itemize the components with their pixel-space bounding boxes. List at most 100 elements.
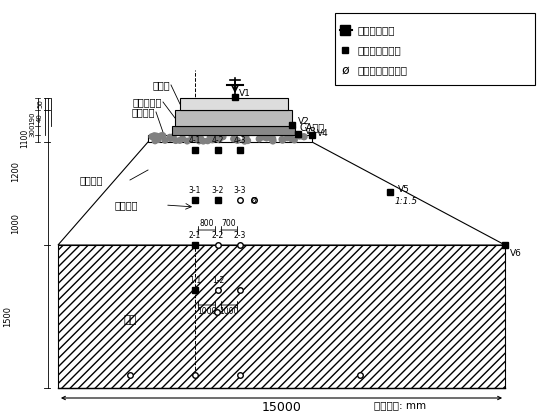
Circle shape (245, 138, 250, 144)
Circle shape (270, 137, 276, 143)
Circle shape (264, 135, 269, 141)
Circle shape (184, 138, 190, 144)
Circle shape (197, 137, 203, 142)
Circle shape (217, 137, 222, 142)
Circle shape (256, 136, 262, 142)
Text: 土压力传感器: 土压力传感器 (357, 25, 394, 35)
Text: 800: 800 (199, 219, 214, 228)
Circle shape (193, 135, 198, 141)
Text: 1-1: 1-1 (189, 276, 201, 285)
Circle shape (197, 138, 202, 144)
Circle shape (167, 134, 172, 140)
Circle shape (157, 134, 163, 139)
Text: 混凝土底座: 混凝土底座 (133, 97, 162, 107)
Text: 1000: 1000 (12, 213, 21, 234)
Circle shape (173, 138, 179, 143)
Text: 3-2: 3-2 (212, 186, 224, 195)
Circle shape (301, 134, 306, 139)
Text: 300: 300 (29, 124, 35, 137)
Circle shape (243, 134, 249, 140)
Text: ø: ø (251, 195, 257, 205)
Text: 700: 700 (222, 219, 236, 228)
Text: 轨道板: 轨道板 (152, 80, 170, 90)
Circle shape (207, 133, 213, 139)
Circle shape (189, 135, 195, 140)
Text: 2-1: 2-1 (189, 231, 201, 240)
Text: 2-2: 2-2 (212, 231, 224, 240)
Text: 孔隙水压力传感器: 孔隙水压力传感器 (357, 65, 407, 75)
Text: 1-2: 1-2 (212, 276, 224, 285)
Text: ø: ø (341, 63, 349, 76)
Text: V6: V6 (510, 249, 522, 257)
Circle shape (160, 133, 166, 138)
Text: CA砂浆: CA砂浆 (300, 122, 325, 132)
Text: 振动速度传感器: 振动速度传感器 (357, 45, 401, 55)
Bar (335, 13, 535, 85)
Circle shape (284, 135, 290, 141)
Circle shape (280, 137, 286, 143)
Circle shape (177, 138, 183, 143)
Bar (175, 110, 292, 126)
Circle shape (242, 139, 248, 144)
Text: V5: V5 (398, 186, 410, 194)
Text: V1: V1 (239, 89, 251, 97)
Circle shape (260, 134, 265, 140)
Text: V3: V3 (305, 128, 317, 136)
Text: 基床表层: 基床表层 (80, 175, 104, 185)
Bar (148, 135, 312, 142)
Circle shape (196, 136, 202, 141)
Text: 190: 190 (29, 111, 35, 125)
Circle shape (151, 133, 157, 139)
Circle shape (263, 135, 269, 140)
Circle shape (152, 138, 158, 144)
Text: 基床表层: 基床表层 (132, 107, 155, 117)
Circle shape (155, 137, 161, 142)
Circle shape (162, 137, 168, 143)
Text: 4-1: 4-1 (189, 136, 201, 145)
Text: 地基: 地基 (123, 315, 137, 325)
Circle shape (153, 133, 159, 139)
Text: 4-3: 4-3 (234, 136, 246, 145)
Bar (58, 245, 505, 388)
Text: 3-3: 3-3 (234, 186, 246, 195)
Circle shape (149, 134, 155, 139)
Circle shape (235, 138, 240, 143)
Circle shape (301, 134, 307, 139)
Text: 1000: 1000 (220, 307, 239, 316)
Circle shape (297, 133, 302, 139)
Circle shape (242, 133, 248, 139)
Text: 15000: 15000 (262, 401, 301, 414)
Circle shape (194, 136, 200, 142)
Circle shape (198, 136, 203, 141)
Circle shape (153, 135, 159, 140)
Circle shape (292, 137, 297, 143)
Circle shape (268, 135, 274, 141)
Circle shape (167, 136, 173, 141)
Polygon shape (58, 142, 505, 245)
Bar (58, 245, 505, 388)
Circle shape (205, 138, 211, 144)
Text: 尺寸单位: mm: 尺寸单位: mm (374, 400, 426, 410)
Circle shape (231, 136, 236, 142)
Text: 4-2: 4-2 (212, 136, 224, 145)
Text: V2: V2 (298, 116, 310, 126)
Text: 1000: 1000 (197, 307, 216, 316)
Text: 2-3: 2-3 (234, 231, 246, 240)
Bar (180, 98, 288, 110)
Circle shape (270, 138, 276, 144)
Circle shape (279, 136, 284, 142)
Circle shape (244, 138, 250, 143)
Circle shape (158, 133, 164, 139)
Circle shape (198, 136, 203, 141)
Text: 1:1.5: 1:1.5 (395, 197, 418, 207)
Circle shape (180, 136, 185, 141)
Text: 1200: 1200 (12, 162, 21, 183)
Text: 40: 40 (37, 113, 43, 123)
Text: 1100: 1100 (21, 129, 30, 148)
Bar (172, 126, 295, 135)
Circle shape (209, 137, 215, 143)
Text: 土压力盒: 土压力盒 (115, 200, 138, 210)
Text: 1500: 1500 (3, 306, 12, 327)
Circle shape (213, 134, 218, 140)
Circle shape (220, 134, 226, 139)
